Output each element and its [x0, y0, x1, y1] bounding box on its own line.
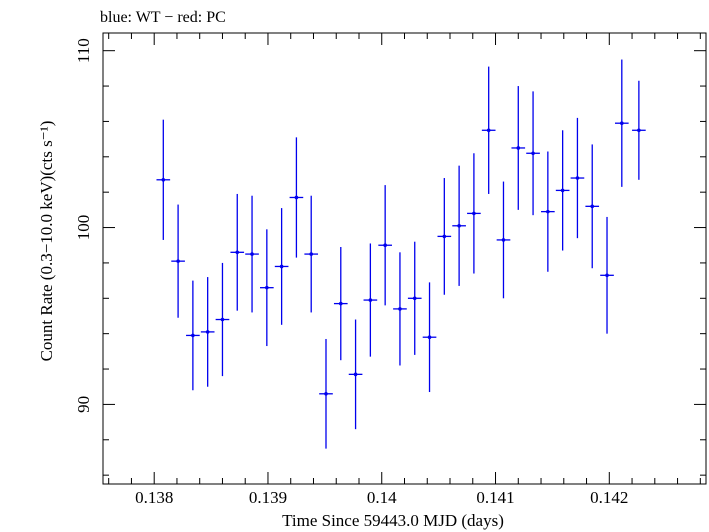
y-tick-label: 90 [74, 396, 93, 413]
data-marker [486, 128, 491, 133]
plot-frame [102, 32, 707, 485]
data-point [481, 66, 496, 194]
data-point [422, 282, 437, 393]
data-point [452, 165, 466, 286]
data-point [526, 91, 540, 216]
data-point [171, 204, 185, 318]
data-point [632, 80, 646, 180]
data-marker [531, 151, 535, 156]
data-marker [516, 146, 521, 150]
data-point [245, 195, 259, 313]
y-tick-label: 110 [74, 38, 93, 63]
data-point [393, 252, 407, 366]
data-point [348, 319, 363, 430]
data-point [541, 151, 555, 272]
data-marker [472, 211, 476, 216]
data-marker [324, 392, 328, 396]
data-point [555, 130, 570, 251]
x-axis-title: Time Since 59443.0 MJD (days) [282, 511, 504, 530]
data-marker [560, 188, 565, 193]
data-marker [368, 298, 373, 302]
data-marker [338, 301, 343, 306]
data-point [215, 262, 230, 377]
data-marker [637, 128, 641, 133]
data-marker [412, 296, 417, 301]
data-point [230, 193, 245, 311]
data-marker [620, 121, 624, 125]
data-point [407, 241, 422, 355]
data-point [496, 181, 511, 299]
data-marker [309, 252, 314, 256]
data-point [304, 195, 319, 313]
data-marker [250, 252, 254, 256]
x-tick-label: 0.138 [135, 488, 173, 507]
data-marker [265, 285, 269, 290]
data-point [614, 59, 629, 187]
data-marker [279, 264, 284, 269]
data-marker [590, 204, 595, 209]
data-marker [294, 195, 299, 200]
data-point [260, 229, 274, 347]
data-marker [161, 177, 166, 182]
y-axis-title: Count Rate (0.3−10.0 keV)(cts s⁻¹) [37, 121, 56, 362]
data-point [186, 280, 200, 391]
data-point [156, 119, 171, 240]
data-marker [442, 234, 447, 239]
data-point [585, 144, 600, 269]
data-point [437, 178, 452, 295]
data-point [467, 153, 481, 274]
data-point [363, 243, 378, 357]
x-tick-label: 0.141 [476, 488, 514, 507]
data-marker [353, 372, 358, 377]
data-point [570, 117, 585, 239]
plot-border [102, 32, 707, 485]
data-marker [191, 333, 195, 338]
x-tick-label: 0.142 [590, 488, 628, 507]
x-tick-label: 0.139 [249, 488, 287, 507]
y-axis: 90 100 110 [74, 38, 706, 476]
data-point [600, 216, 614, 334]
data-point [319, 338, 333, 449]
data-point [289, 137, 304, 258]
data-marker [546, 209, 550, 214]
data-marker [176, 259, 180, 263]
data-marker [575, 176, 580, 180]
data-marker [605, 273, 609, 278]
data-point [274, 208, 289, 325]
data-marker [220, 317, 225, 322]
data-point [333, 247, 348, 361]
data-marker [205, 330, 210, 334]
data-point [200, 277, 215, 387]
y-tick-label: 100 [74, 215, 93, 241]
x-axis: 0.138 0.139 0.14 0.141 0.142 [108, 33, 701, 507]
data-marker [398, 307, 402, 311]
x-tick-label: 0.14 [367, 488, 397, 507]
data-point [511, 86, 526, 210]
data-series-wt [156, 59, 646, 449]
data-marker [235, 250, 240, 255]
data-marker [501, 238, 506, 242]
data-marker [383, 243, 387, 248]
chart-header-label: blue: WT − red: PC [100, 9, 226, 26]
data-marker [427, 335, 432, 340]
data-point [378, 185, 392, 306]
data-marker [457, 223, 461, 228]
